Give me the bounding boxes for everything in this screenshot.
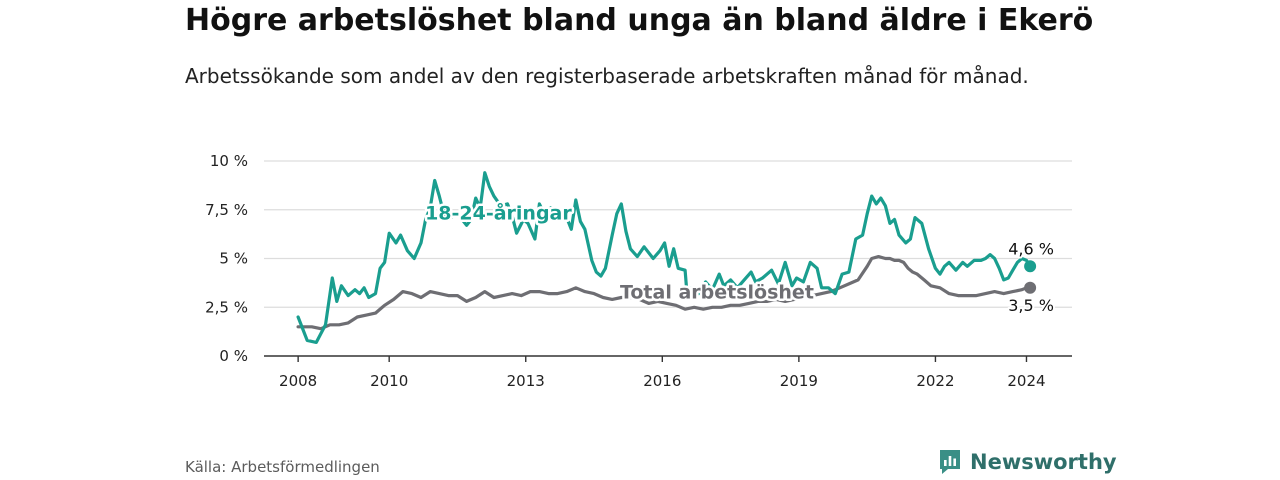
brand-name: Newsworthy [970,450,1117,474]
series-line-total [296,255,1032,331]
y-tick-label: 5 % [219,250,248,268]
series-labels: 18-24-åringar Total arbetslöshet 4,6 % 3,5 … [423,198,1056,317]
gridlines [264,160,1072,308]
brand-logo: Newsworthy [938,447,1117,477]
x-tick-label: 2019 [780,372,818,390]
y-tick-label: 0 % [219,347,248,365]
series-line-youth [296,171,1032,344]
x-tick-label: 2010 [370,372,408,390]
source-note: Källa: Arbetsförmedlingen [185,458,380,476]
x-tick-label: 2024 [1007,372,1045,390]
y-tick-label: 10 % [210,152,248,170]
end-point-total [1024,281,1037,294]
series-label-total: Total arbetslöshet [620,281,814,303]
chart-title: Högre arbetslöshet bland unga än bland ä… [185,3,1094,38]
x-tick-label: 2013 [507,372,545,390]
chart-subtitle: Arbetssökande som andel av den registerb… [185,64,1029,88]
x-tick-label: 2022 [916,372,954,390]
series-lines [296,171,1037,344]
axes: 0 % 2,5 % 5 % 7,5 % 10 % 2008 2010 2013 2016 2019… [205,152,1072,390]
line-chart: 0 % 2,5 % 5 % 7,5 % 10 % 2008 2010 2013 2016 2019… [205,152,1072,390]
end-value-label-total: 3,5 % [1008,296,1054,315]
x-tick-label: 2008 [279,372,317,390]
end-point-youth [1024,260,1037,273]
newsworthy-logo-icon [940,450,960,474]
series-label-youth: 18-24-åringar [425,201,572,225]
x-tick-label: 2016 [643,372,681,390]
y-tick-label: 2,5 % [205,298,248,316]
end-value-label-youth: 4,6 % [1008,239,1054,258]
y-tick-label: 7,5 % [205,201,248,219]
